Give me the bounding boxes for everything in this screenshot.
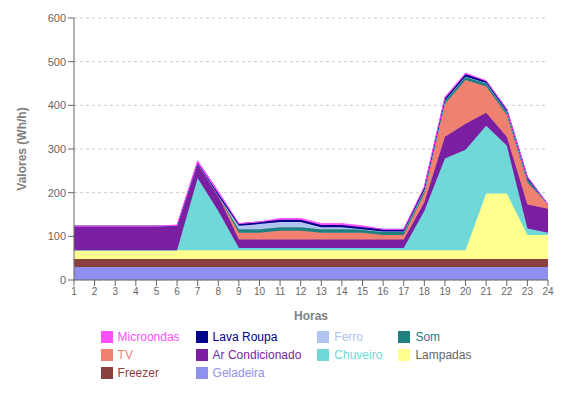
svg-text:0: 0 bbox=[60, 274, 66, 286]
html-text:Som: Som bbox=[415, 330, 441, 344]
svg-text:8: 8 bbox=[215, 286, 221, 297]
svg-text:11: 11 bbox=[275, 286, 286, 297]
svg-text:2: 2 bbox=[92, 286, 98, 297]
html-text:Freezer: Freezer bbox=[117, 366, 159, 380]
svg-text:7: 7 bbox=[195, 286, 201, 297]
html-text:Chuveiro: Chuveiro bbox=[334, 348, 383, 362]
svg-text:3: 3 bbox=[112, 286, 118, 297]
svg-text:200: 200 bbox=[48, 187, 66, 199]
svg-text:12: 12 bbox=[295, 286, 307, 297]
svg-text:17: 17 bbox=[398, 286, 410, 297]
svg-text:18: 18 bbox=[419, 286, 431, 297]
svg-text:600: 600 bbox=[48, 12, 66, 24]
svg-text:21: 21 bbox=[481, 286, 493, 297]
svg-text:6: 6 bbox=[174, 286, 180, 297]
svg-text:300: 300 bbox=[48, 143, 66, 155]
svg-text:Horas: Horas bbox=[294, 309, 328, 323]
html-text:Ar Condicionado: Ar Condicionado bbox=[212, 348, 302, 362]
svg-text:9: 9 bbox=[236, 286, 242, 297]
svg-text:10: 10 bbox=[254, 286, 266, 297]
svg-text:16: 16 bbox=[378, 286, 390, 297]
svg-text:23: 23 bbox=[522, 286, 534, 297]
svg-text:15: 15 bbox=[357, 286, 369, 297]
svg-text:1: 1 bbox=[71, 286, 77, 297]
html-text:Geladeira: Geladeira bbox=[212, 366, 265, 380]
html-text:Lava Roupa: Lava Roupa bbox=[212, 330, 278, 344]
svg-text:400: 400 bbox=[48, 99, 66, 111]
svg-text:500: 500 bbox=[48, 56, 66, 68]
svg-text:13: 13 bbox=[316, 286, 328, 297]
svg-text:20: 20 bbox=[460, 286, 472, 297]
html-text:Ferro: Ferro bbox=[334, 330, 363, 344]
html-text:Lampadas: Lampadas bbox=[415, 348, 472, 362]
html-text:TV: TV bbox=[117, 348, 133, 362]
svg-text:100: 100 bbox=[48, 230, 66, 242]
svg-text:4: 4 bbox=[133, 286, 139, 297]
svg-text:19: 19 bbox=[439, 286, 451, 297]
svg-text:22: 22 bbox=[501, 286, 513, 297]
svg-text:5: 5 bbox=[154, 286, 160, 297]
svg-text:Valores (Wh/h): Valores (Wh/h) bbox=[15, 107, 29, 190]
html-text:Microondas: Microondas bbox=[117, 330, 180, 344]
svg-text:14: 14 bbox=[336, 286, 348, 297]
svg-text:24: 24 bbox=[542, 286, 554, 297]
